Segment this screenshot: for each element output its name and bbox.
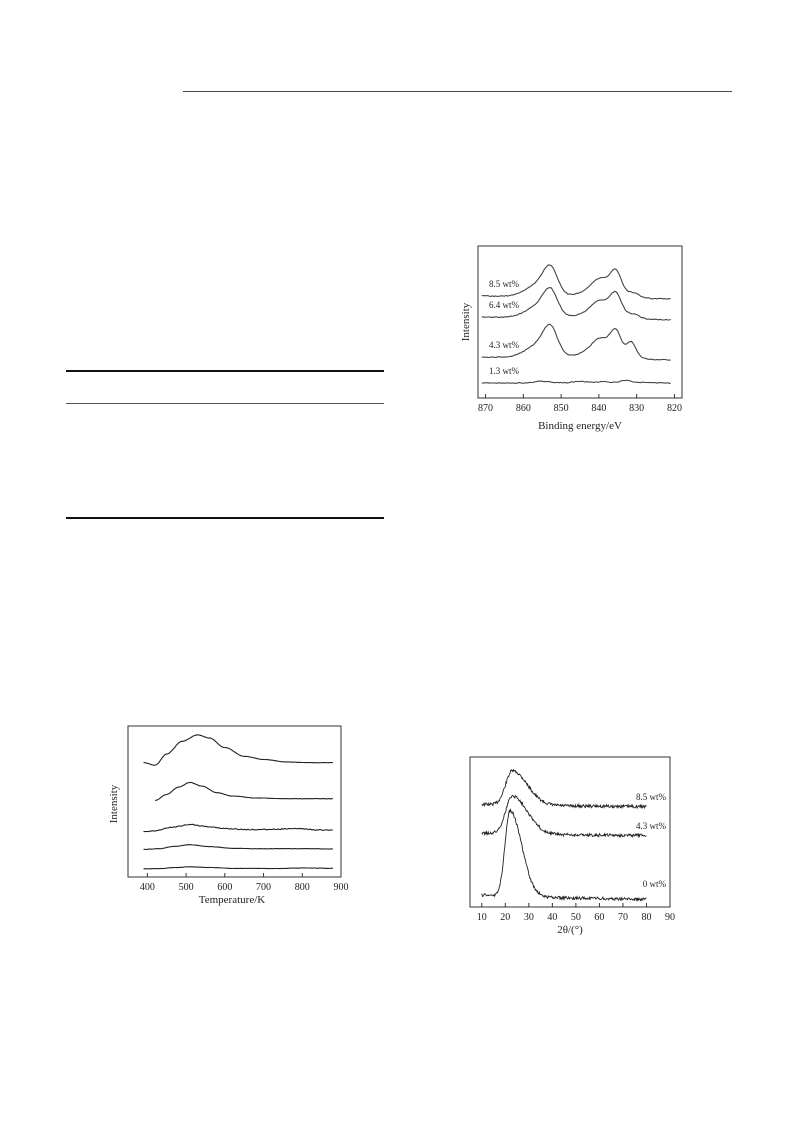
2-x-tick-label: 60 <box>594 912 604 923</box>
0-x-tick-label: 700 <box>256 882 271 893</box>
xps-series-label: 6.4 wt% <box>489 300 520 310</box>
0-x-tick-label: 500 <box>179 882 194 893</box>
1-x-tick-label: 820 <box>667 403 682 414</box>
tpd-x-axis-label: Temperature/K <box>199 894 265 906</box>
0-x-tick-label: 900 <box>334 882 349 893</box>
2-x-tick-label: 10 <box>477 912 487 923</box>
header-rule <box>183 91 732 92</box>
2-x-tick-label: 50 <box>571 912 581 923</box>
2-x-tick-label: 40 <box>547 912 557 923</box>
1-x-tick-label: 870 <box>478 403 493 414</box>
xps-x-axis-label: Binding energy/eV <box>538 420 622 432</box>
0-x-tick-label: 600 <box>217 882 232 893</box>
xrd-series-line <box>481 768 647 810</box>
2-x-tick-label: 70 <box>618 912 628 923</box>
xps-series-label: 4.3 wt% <box>489 340 520 350</box>
tpd-chart: Intensity Temperature/K 400 500 600 700 800 9… <box>108 725 349 906</box>
xps-series-line <box>481 287 671 321</box>
0-x-tick-label: 800 <box>295 882 310 893</box>
tpd-series-line <box>154 781 333 802</box>
xrd-series-label: 0 wt% <box>643 879 667 889</box>
2-x-tick-label: 90 <box>665 912 675 923</box>
1-x-tick-label: 860 <box>516 403 531 414</box>
tpd-series-line <box>143 823 333 833</box>
xrd-x-axis-label: 2θ/(°) <box>557 924 583 936</box>
table-bottom-rule <box>66 517 384 519</box>
1-x-tick-label: 830 <box>629 403 644 414</box>
xps-chart: Intensity Binding energy/eV 870 860 850 840… <box>460 245 683 432</box>
tpd-y-axis-label: Intensity <box>108 784 120 823</box>
xps-series-line <box>481 379 671 384</box>
2-x-tick-label: 80 <box>641 912 651 923</box>
xrd-chart: 2θ/(°) 10 20 30 40 50 60 70 80 90 8.5 wt% 4.3 wt%… <box>469 756 675 936</box>
xps-plot-frame <box>477 245 683 399</box>
table-top-rule <box>66 370 384 372</box>
xps-series-line <box>481 323 671 361</box>
table-header-rule <box>66 403 384 404</box>
2-x-tick-label: 20 <box>500 912 510 923</box>
xrd-series-label: 8.5 wt% <box>636 792 667 802</box>
xps-y-axis-label: Intensity <box>460 302 472 341</box>
1-x-tick-label: 850 <box>554 403 569 414</box>
xps-series-line <box>481 264 671 300</box>
tpd-series-line <box>143 866 333 870</box>
1-x-tick-label: 840 <box>591 403 606 414</box>
xrd-series-line <box>481 808 647 902</box>
xrd-series-label: 4.3 wt% <box>636 821 667 831</box>
xps-series-label: 1.3 wt% <box>489 366 520 376</box>
2-x-tick-label: 30 <box>524 912 534 923</box>
0-x-tick-label: 400 <box>140 882 155 893</box>
tpd-series-line <box>143 844 333 851</box>
tpd-plot-frame <box>127 725 342 878</box>
xrd-series-line <box>481 794 647 839</box>
tpd-series-line <box>143 734 334 766</box>
xrd-plot-frame <box>469 756 671 908</box>
xps-series-label: 8.5 wt% <box>489 279 520 289</box>
